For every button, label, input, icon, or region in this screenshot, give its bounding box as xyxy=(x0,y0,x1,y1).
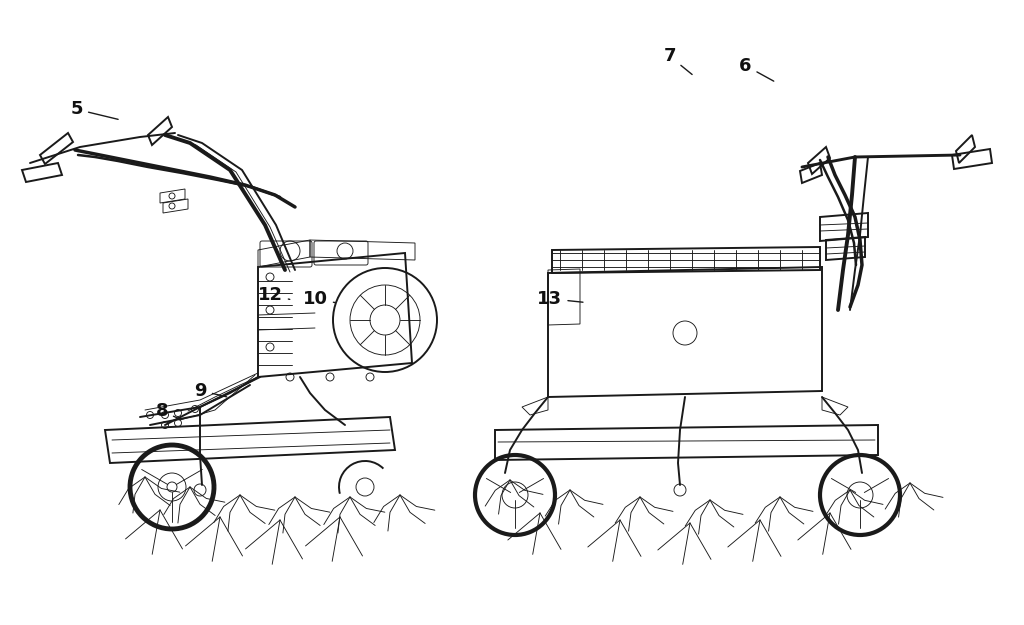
Text: 8: 8 xyxy=(156,402,180,420)
Text: 10: 10 xyxy=(303,290,335,308)
Text: 13: 13 xyxy=(538,290,583,308)
Text: 7: 7 xyxy=(664,48,692,74)
Text: 6: 6 xyxy=(739,57,774,81)
Text: 5: 5 xyxy=(71,101,118,119)
Text: 9: 9 xyxy=(195,382,226,399)
Text: 12: 12 xyxy=(258,286,290,304)
